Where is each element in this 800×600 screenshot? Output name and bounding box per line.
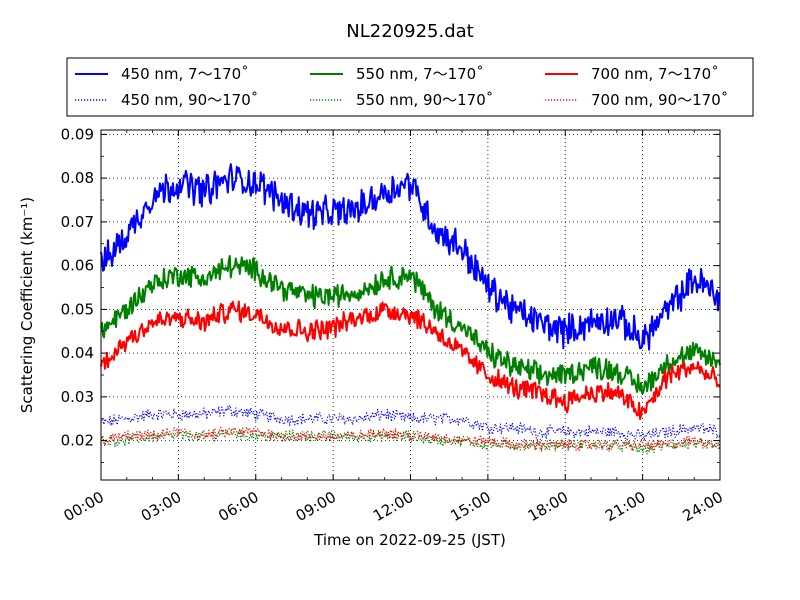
x-axis-label: Time on 2022-09-25 (JST) bbox=[313, 531, 506, 549]
series-line-700-nm-90-170 bbox=[100, 426, 721, 452]
series-layer bbox=[100, 163, 721, 455]
legend-label: 550 nm, 7～170˚ bbox=[356, 65, 484, 83]
y-tick-label: 0.08 bbox=[61, 169, 94, 187]
legend: 450 nm, 7～170˚ 550 nm, 7～170˚ 700 nm, 7～17… bbox=[66, 57, 754, 117]
y-axis-label: Scattering Coefficient (km⁻¹) bbox=[18, 197, 36, 413]
y-tick-labels: 0.02 0.03 0.04 0.05 0.06 0.07 0.08 0.09 bbox=[61, 125, 94, 449]
legend-label: 450 nm, 7～170˚ bbox=[121, 65, 249, 83]
series-line-450-nm-7-170 bbox=[100, 163, 721, 351]
y-tick-label: 0.05 bbox=[61, 300, 94, 318]
legend-label: 700 nm, 90～170˚ bbox=[591, 91, 728, 109]
legend-label: 700 nm, 7～170˚ bbox=[591, 65, 719, 83]
series-line-700-nm-7-170 bbox=[100, 300, 721, 421]
series-line-550-nm-7-170 bbox=[100, 255, 721, 395]
chart-title: NL220925.dat bbox=[346, 21, 473, 42]
legend-label: 450 nm, 90～170˚ bbox=[121, 91, 258, 109]
ticks bbox=[100, 130, 721, 480]
legend-label: 550 nm, 90～170˚ bbox=[356, 91, 493, 109]
legend-frame bbox=[66, 57, 754, 117]
y-tick-label: 0.06 bbox=[61, 257, 94, 275]
y-tick-label: 0.04 bbox=[61, 344, 94, 362]
y-tick-label: 0.02 bbox=[61, 432, 94, 450]
y-tick-label: 0.07 bbox=[61, 213, 94, 231]
y-tick-label: 0.09 bbox=[61, 125, 94, 143]
y-tick-label: 0.03 bbox=[61, 388, 94, 406]
